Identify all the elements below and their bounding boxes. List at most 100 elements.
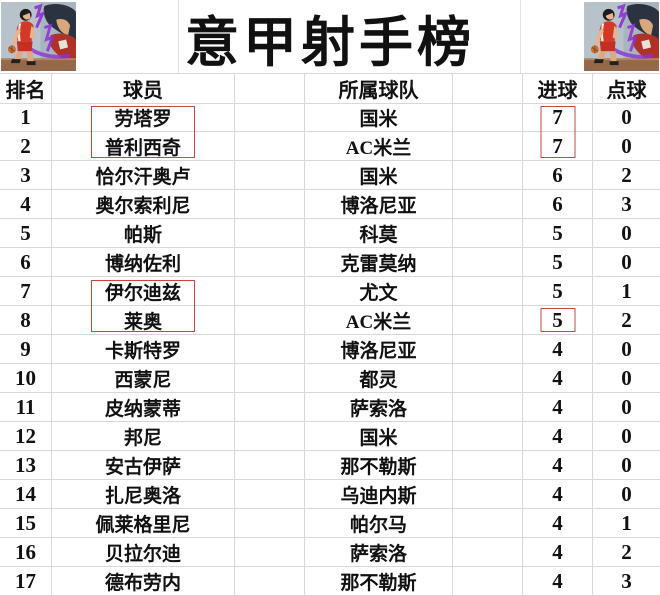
- rank-cell: 7: [0, 277, 52, 306]
- player-cell: 普利西奇: [52, 131, 235, 161]
- penalties-cell: 0: [593, 480, 660, 509]
- team-cell: 那不勒斯: [305, 567, 453, 596]
- spacer-cell: [235, 567, 305, 596]
- title-band: 意甲射手榜: [0, 0, 660, 74]
- spacer-cell: [235, 451, 305, 480]
- goals-cell: 4: [523, 567, 593, 596]
- spacer-cell: [453, 190, 523, 219]
- player-cell: 贝拉尔迪: [52, 538, 235, 567]
- player-name: 安古伊萨: [104, 456, 181, 478]
- rank-cell: 13: [0, 451, 52, 480]
- goals-cell: 4: [523, 538, 593, 567]
- team-cell: 科莫: [305, 219, 453, 248]
- table-row: 16 贝拉尔迪 萨索洛 4 2: [0, 538, 660, 567]
- penalties-cell: 0: [593, 132, 660, 161]
- penalties-cell: 2: [593, 306, 660, 335]
- goals-cell: 5: [523, 277, 593, 306]
- player-name: 贝拉尔迪: [104, 543, 181, 565]
- spacer-cell: [235, 277, 305, 306]
- player-cell: 莱奥: [52, 305, 235, 335]
- player-cell: 佩莱格里尼: [52, 509, 235, 538]
- player-cell: 奥尔索利尼: [52, 190, 235, 219]
- spacer-cell: [235, 393, 305, 422]
- spacer-cell: [235, 364, 305, 393]
- team-cell: 尤文: [305, 277, 453, 306]
- goals-value: 4: [552, 336, 563, 361]
- spacer-cell: [453, 509, 523, 538]
- team-cell: AC米兰: [305, 132, 453, 161]
- spacer-cell: [453, 277, 523, 306]
- player-cell: 劳塔罗: [52, 103, 235, 132]
- spacer-cell: [453, 132, 523, 161]
- gridline: [520, 0, 521, 73]
- player-cell: 邦尼: [52, 422, 235, 451]
- rank-cell: 12: [0, 422, 52, 451]
- spacer-cell: [235, 219, 305, 248]
- rank-cell: 3: [0, 161, 52, 190]
- spacer-cell: [235, 248, 305, 277]
- player-cell: 皮纳蒙蒂: [52, 393, 235, 422]
- goals-value: 5: [552, 278, 563, 303]
- table-row: 4 奥尔索利尼 博洛尼亚 6 3: [0, 190, 660, 219]
- goals-value: 6: [552, 191, 563, 216]
- table-row: 17 德布劳内 那不勒斯 4 3: [0, 567, 660, 596]
- spacer-cell: [453, 364, 523, 393]
- player-cell: 德布劳内: [52, 567, 235, 596]
- player-cell: 帕斯: [52, 219, 235, 248]
- rank-cell: 9: [0, 335, 52, 364]
- rank-cell: 4: [0, 190, 52, 219]
- goals-value: 4: [552, 510, 563, 535]
- goals-cell: 4: [523, 509, 593, 538]
- team-cell: 萨索洛: [305, 393, 453, 422]
- goals-cell: 7: [523, 131, 593, 161]
- spacer-cell: [453, 335, 523, 364]
- rank-cell: 6: [0, 248, 52, 277]
- spacer-cell: [235, 74, 305, 104]
- goals-value: 7: [552, 133, 563, 158]
- player-name: 皮纳蒙蒂: [104, 398, 181, 420]
- player-name: 扎尼奥洛: [104, 485, 181, 507]
- rank-cell: 17: [0, 567, 52, 596]
- goals-cell: 6: [523, 190, 593, 219]
- goals-cell: 6: [523, 161, 593, 190]
- rank-cell: 8: [0, 306, 52, 335]
- goals-cell: 4: [523, 393, 593, 422]
- goals-value: 6: [552, 162, 563, 187]
- spacer-cell: [453, 567, 523, 596]
- goals-cell: 5: [523, 248, 593, 277]
- spacer-cell: [235, 103, 305, 132]
- goals-value: 4: [552, 481, 563, 506]
- penalties-cell: 0: [593, 248, 660, 277]
- table-body: 1 劳塔罗 国米 7 0 2 普利西奇 AC米兰 7 0 3 恰尔汗奥卢 国米 …: [0, 103, 660, 596]
- table-header-row: 排名 球员 所属球队 进球 点球: [0, 74, 660, 104]
- goals-value: 4: [552, 539, 563, 564]
- scorers-table: 排名 球员 所属球队 进球 点球 1 劳塔罗 国米 7 0 2 普利西奇 AC米…: [0, 74, 660, 596]
- goals-cell: 4: [523, 422, 593, 451]
- rank-cell: 10: [0, 364, 52, 393]
- player-cell: 卡斯特罗: [52, 335, 235, 364]
- goals-value: 4: [552, 568, 563, 593]
- rank-cell: 5: [0, 219, 52, 248]
- spacer-cell: [453, 451, 523, 480]
- table-row: 11 皮纳蒙蒂 萨索洛 4 0: [0, 393, 660, 422]
- rank-cell: 1: [0, 103, 52, 132]
- player-name: 普利西奇: [104, 137, 181, 159]
- team-cell: 那不勒斯: [305, 451, 453, 480]
- spacer-cell: [453, 306, 523, 335]
- table-row: 5 帕斯 科莫 5 0: [0, 219, 660, 248]
- page-title: 意甲射手榜: [185, 12, 475, 73]
- header-goals: 进球: [523, 74, 593, 104]
- spacer-cell: [235, 509, 305, 538]
- table-row: 1 劳塔罗 国米 7 0: [0, 103, 660, 132]
- penalties-cell: 2: [593, 161, 660, 190]
- spacer-cell: [235, 480, 305, 509]
- goals-cell: 4: [523, 451, 593, 480]
- penalties-cell: 0: [593, 451, 660, 480]
- player-name: 恰尔汗奥卢: [95, 166, 191, 188]
- header-team: 所属球队: [305, 74, 453, 104]
- player-name: 莱奥: [123, 311, 162, 333]
- goals-value: 5: [552, 249, 563, 274]
- rank-cell: 11: [0, 393, 52, 422]
- spacer-cell: [235, 538, 305, 567]
- penalties-cell: 0: [593, 422, 660, 451]
